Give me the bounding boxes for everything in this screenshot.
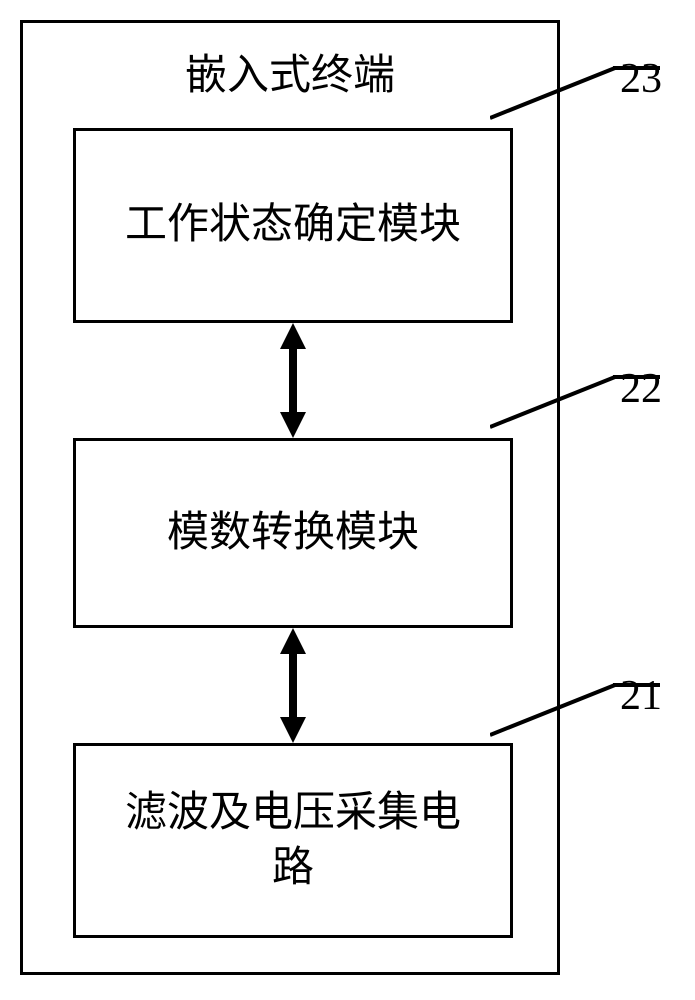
- module-box-filter-voltage: 滤波及电压采集电 路: [73, 743, 513, 938]
- module-box-adc: 模数转换模块: [73, 438, 513, 628]
- reference-label-23: 23: [620, 55, 662, 103]
- reference-label-22: 22: [620, 365, 662, 413]
- reference-label-21: 21: [620, 672, 662, 720]
- module-label: 模数转换模块: [167, 506, 419, 561]
- module-label: 工作状态确定模块: [125, 198, 461, 253]
- double-arrow-icon: [278, 628, 308, 743]
- diagram-title: 嵌入式终端: [23, 23, 557, 112]
- module-box-working-state: 工作状态确定模块: [73, 128, 513, 323]
- double-arrow-icon: [278, 323, 308, 438]
- diagram-outer-box: 嵌入式终端 工作状态确定模块 模数转换模块 滤波及电压采集电 路: [20, 20, 560, 975]
- module-label: 滤波及电压采集电 路: [125, 786, 461, 895]
